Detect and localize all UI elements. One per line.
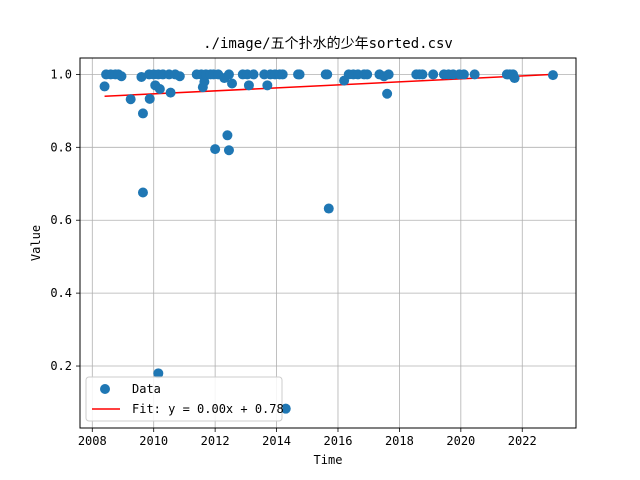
data-point: [137, 108, 148, 119]
fit-line: [104, 73, 554, 98]
chart-title: ./image/五个扑水的少年sorted.csv: [203, 36, 453, 52]
y-axis-ticks: 0.2 0.4 0.6 0.8 1.0: [50, 67, 80, 373]
data-point: [248, 69, 259, 80]
x-tick-label: 2016: [324, 434, 353, 448]
data-point: [362, 69, 373, 80]
data-point: [509, 73, 520, 84]
y-tick-label: 0.8: [50, 140, 72, 154]
x-tick-label: 2008: [78, 434, 107, 448]
data-point: [99, 81, 110, 92]
data-point: [382, 88, 393, 99]
data-point: [323, 203, 334, 214]
data-point: [458, 69, 469, 80]
data-point: [277, 69, 288, 80]
data-point: [222, 130, 233, 141]
data-point: [428, 69, 439, 80]
data-point: [165, 87, 176, 98]
grid-layer: [80, 58, 576, 428]
data-point: [154, 83, 165, 94]
fit-layer: [104, 73, 554, 98]
x-tick-label: 2022: [508, 434, 537, 448]
data-point: [144, 93, 155, 104]
data-point: [469, 69, 480, 80]
x-axis-label: Time: [314, 453, 343, 467]
y-tick-label: 0.4: [50, 286, 72, 300]
data-point: [547, 70, 558, 81]
data-point: [227, 78, 238, 89]
data-point: [174, 71, 185, 82]
data-point: [223, 69, 234, 80]
data-point: [322, 69, 333, 80]
x-tick-label: 2020: [446, 434, 475, 448]
data-point: [243, 80, 254, 91]
data-point: [294, 69, 305, 80]
y-tick-label: 0.2: [50, 359, 72, 373]
data-points: [99, 69, 558, 414]
data-point: [137, 187, 148, 198]
x-tick-label: 2018: [385, 434, 414, 448]
data-point: [116, 71, 127, 82]
legend-box: [85, 376, 283, 422]
x-tick-label: 2010: [139, 434, 168, 448]
data-point: [136, 71, 147, 82]
data-point: [210, 144, 221, 155]
data-point: [125, 94, 136, 105]
legend-fit-label: Fit: y = 0.00x + 0.78: [132, 402, 284, 416]
legend-data-marker: [100, 384, 110, 394]
y-tick-label: 0.6: [50, 213, 72, 227]
data-point: [262, 80, 273, 91]
y-tick-label: 1.0: [50, 67, 72, 81]
data-point: [280, 403, 291, 414]
y-axis-label: Value: [29, 225, 43, 261]
legend-data-label: Data: [132, 382, 161, 396]
x-tick-label: 2012: [201, 434, 230, 448]
x-axis-ticks: 2008 2010 2012 2014 2016 2018 2020 2022: [78, 428, 537, 448]
data-point: [223, 145, 234, 156]
data-point: [153, 368, 164, 379]
plot-area-frame: [79, 57, 577, 429]
data-point: [417, 69, 428, 80]
legend: Data Fit: y = 0.00x + 0.78: [85, 376, 284, 422]
x-tick-label: 2014: [262, 434, 291, 448]
data-point: [383, 69, 394, 80]
